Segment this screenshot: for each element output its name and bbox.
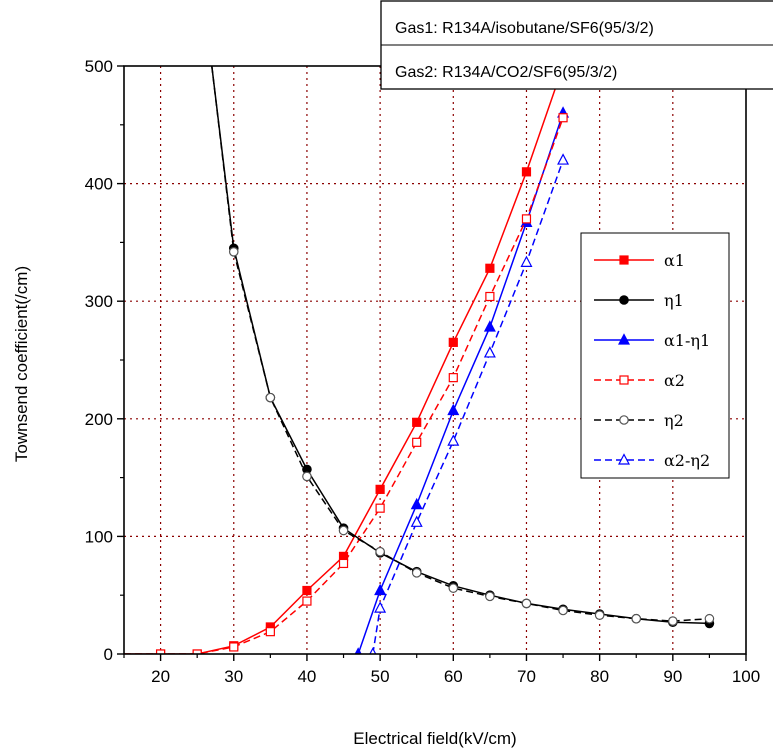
data-point [558,113,568,123]
data-point [374,601,387,613]
data-point [558,605,568,616]
data-point [375,484,385,494]
data-point [483,320,496,332]
data-point [520,255,533,267]
legend-marker [619,415,629,425]
data-point [483,346,496,358]
data-point [302,471,312,482]
series-line [211,66,710,622]
data-point [411,568,422,578]
y-tick-label: 500 [85,57,113,76]
data-point [375,503,385,513]
legend-item: α2-η2 [594,451,710,470]
legend-label: α2 [664,371,685,390]
data-point [410,497,423,510]
gas1-label: Gas1: R134A/isobutane/SF6(95/3/2) [395,20,654,37]
x-tick-label: 20 [151,667,170,686]
data-point [448,337,458,347]
legend-item: α1 [594,251,685,270]
legend-item: α1-η1 [594,331,710,350]
legend-item: η1 [594,291,684,310]
y-tick-label: 100 [85,527,113,546]
axis-ticks: 20 30 40 50 60 70 80 90 100 0 100 200 300 400 500 [85,57,761,686]
data-point [631,613,642,624]
y-tick-label: 300 [85,292,113,311]
legend-label: α1-η1 [664,331,710,350]
series-4 [211,66,715,626]
data-point [594,610,605,620]
data-point [338,525,349,536]
data-point [668,616,678,626]
legend-label: α2-η2 [664,451,710,470]
data-point [485,591,495,602]
data-point [410,515,423,527]
legend-label: α1 [664,251,685,270]
x-tick-label: 30 [224,667,243,686]
legend-marker [618,453,630,465]
data-point [155,649,166,654]
data-point [557,153,570,165]
data-point [338,558,349,569]
data-point [265,627,275,637]
gas2-label: Gas2: R134A/CO2/SF6(95/3/2) [395,64,617,81]
x-tick-label: 70 [517,667,536,686]
data-point [521,214,532,224]
data-point [485,263,495,273]
x-tick-label: 80 [590,667,609,686]
series-layer [124,66,715,654]
data-point [521,598,532,609]
x-tick-label: 60 [444,667,463,686]
data-point [448,373,458,383]
y-tick-label: 0 [104,645,113,664]
x-tick-label: 90 [663,667,682,686]
data-point [412,417,422,427]
data-point [447,403,460,416]
data-point [485,291,495,302]
data-point [448,583,459,593]
y-tick-label: 400 [85,175,113,194]
data-point [374,583,387,596]
y-axis-title: Townsend coefficient(/cm) [12,266,31,462]
data-point [521,167,532,177]
x-axis-title: Electrical field(kV/cm) [353,729,516,748]
legend-box [580,232,730,479]
series-3 [124,113,568,654]
x-tick-label: 100 [732,667,760,686]
data-point [412,437,422,447]
legend-marker [619,375,629,385]
legend-item: α2 [594,371,685,390]
grid-lines [124,66,746,654]
legend-label: η2 [664,411,684,430]
y-tick-label: 200 [85,410,113,429]
data-point [302,585,312,596]
legend-marker [618,333,630,345]
data-point [229,642,239,652]
legend: α1 η1 α1-η1 α2 η2 α2-η2 [580,232,730,479]
legend-item: η2 [594,411,684,430]
legend-marker [619,255,629,265]
data-point [228,247,239,257]
data-point [265,392,276,403]
data-point [302,596,312,606]
data-point [375,546,385,557]
x-tick-label: 40 [297,667,316,686]
data-point [704,613,715,624]
x-tick-label: 50 [371,667,390,686]
gas-label-box: Gas1: R134A/isobutane/SF6(95/3/2) Gas2: … [380,0,773,90]
legend-marker [619,295,629,305]
legend-label: η1 [664,291,684,310]
data-point [447,434,460,446]
data-point [192,649,202,654]
